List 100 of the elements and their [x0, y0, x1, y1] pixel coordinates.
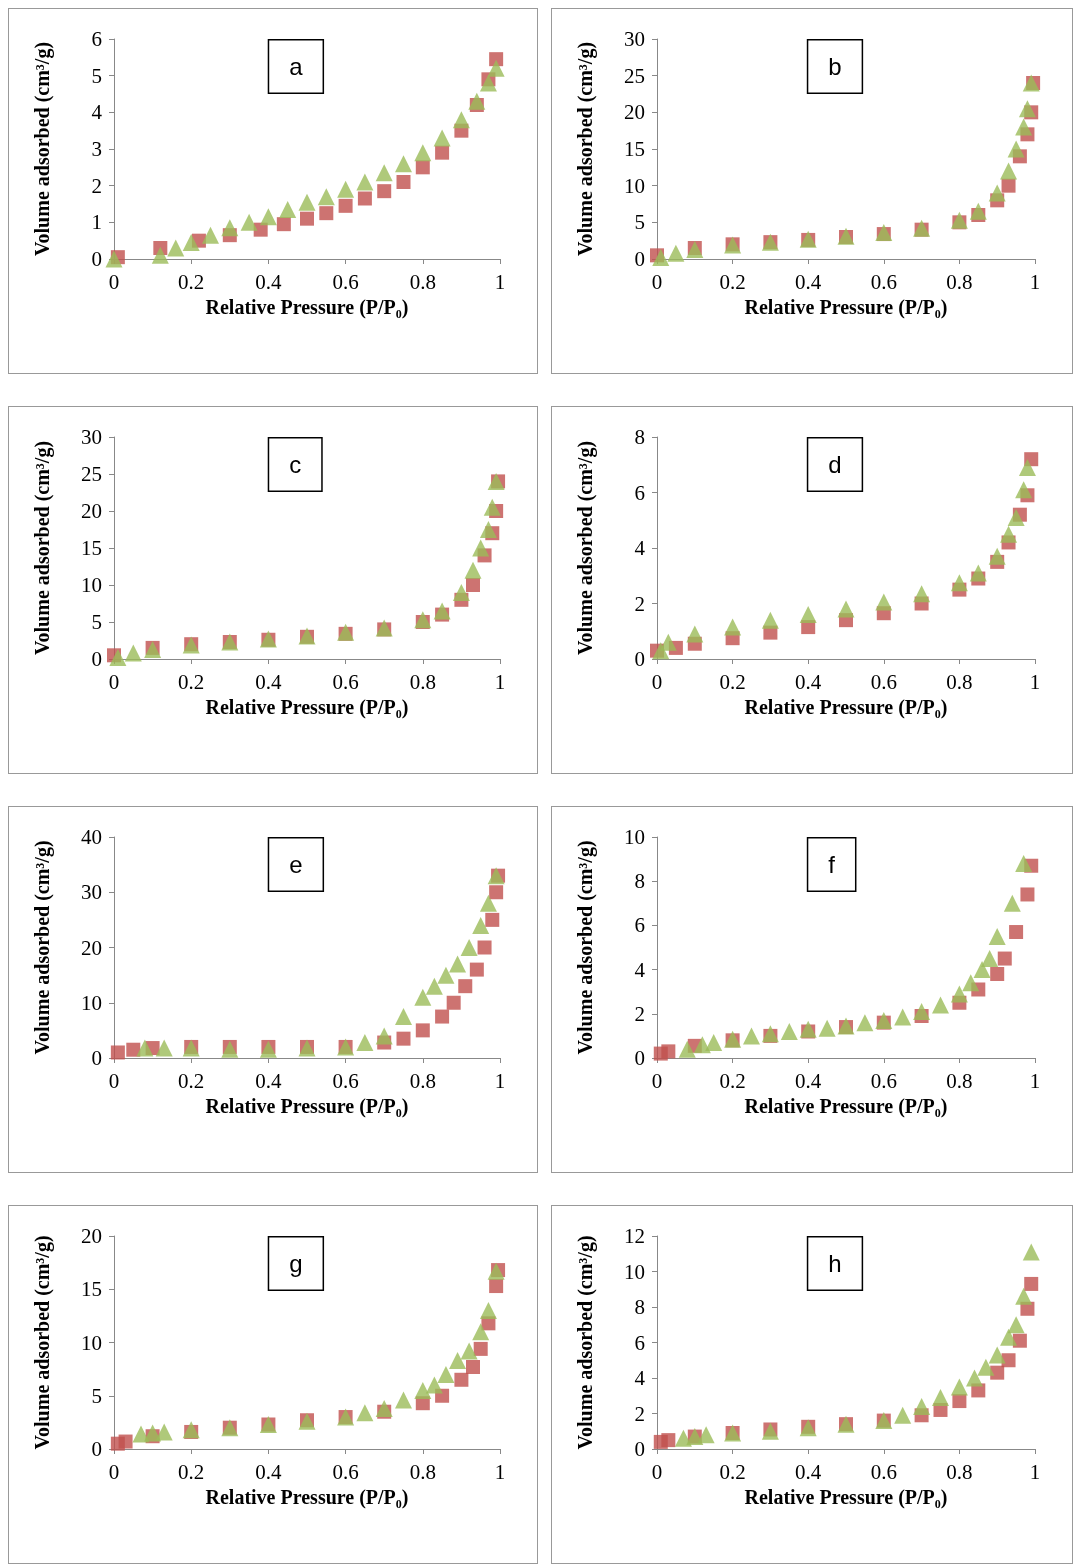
- y-axis-title: Volume adsorbed (cm³/g): [31, 1235, 54, 1450]
- x-tick-label: 0.2: [719, 269, 746, 294]
- annotation: a: [289, 53, 304, 80]
- y-tick-label: 20: [81, 935, 102, 960]
- x-axis-title: Relative Pressure (P/P₀): [205, 1095, 409, 1118]
- y-axis-title: Volume adsorbed (cm³/g): [574, 41, 597, 257]
- x-tick-label: 0.2: [719, 1459, 746, 1484]
- y-tick-label: 15: [81, 536, 102, 560]
- x-tick-label: 1: [1029, 269, 1041, 294]
- x-tick-label: 0: [108, 669, 120, 694]
- y-tick-label: 2: [634, 1001, 645, 1026]
- annotation: e: [289, 851, 303, 878]
- x-tick-label: 0.6: [332, 1459, 359, 1484]
- y-tick-label: 4: [634, 957, 646, 982]
- x-tick-label: 0.6: [332, 1068, 359, 1093]
- x-tick-label: 0: [108, 1459, 120, 1484]
- x-tick-label: 0.2: [719, 1068, 746, 1093]
- x-tick-label: 0.6: [870, 669, 897, 694]
- y-tick-label: 10: [81, 990, 102, 1015]
- annotation: c: [289, 451, 302, 478]
- x-tick-label: 0.4: [255, 269, 283, 294]
- y-tick-label: 30: [81, 425, 102, 449]
- y-tick-label: 5: [91, 1383, 102, 1408]
- y-tick-label: 0: [634, 247, 645, 271]
- annotation: f: [828, 851, 836, 878]
- x-tick-label: 0.8: [409, 669, 436, 694]
- y-tick-label: 1: [91, 210, 102, 235]
- y-tick-label: 4: [634, 536, 646, 560]
- y-tick-label: 6: [634, 480, 645, 505]
- x-tick-label: 0.6: [332, 669, 359, 694]
- x-tick-label: 1: [494, 1068, 506, 1093]
- y-tick-label: 20: [81, 1224, 102, 1248]
- y-tick-label: 5: [634, 210, 645, 235]
- y-tick-label: 20: [624, 100, 645, 125]
- y-tick-label: 10: [81, 573, 102, 597]
- y-tick-label: 0: [91, 647, 102, 671]
- x-axis-title: Relative Pressure (P/P₀): [744, 1095, 948, 1118]
- x-tick-label: 0.8: [409, 1459, 436, 1484]
- x-tick-label: 0.6: [870, 1068, 897, 1093]
- x-tick-label: 1: [494, 1459, 506, 1484]
- y-tick-label: 4: [634, 1366, 646, 1390]
- x-tick-label: 1: [494, 669, 506, 694]
- x-tick-label: 0.2: [178, 1459, 205, 1484]
- y-tick-label: 10: [624, 825, 645, 849]
- x-tick-label: 0: [108, 1068, 120, 1093]
- y-axis-title: Volume adsorbed (cm³/g): [31, 41, 54, 257]
- x-axis-title: Relative Pressure (P/P₀): [744, 296, 948, 319]
- y-tick-label: 3: [91, 137, 102, 161]
- x-tick-label: 0.4: [795, 269, 822, 294]
- annotation: d: [828, 451, 842, 478]
- y-tick-label: 30: [624, 27, 645, 51]
- x-tick-label: 0.4: [795, 1068, 822, 1093]
- x-tick-label: 0: [651, 1459, 663, 1484]
- annotation: b: [828, 53, 842, 80]
- y-tick-label: 15: [81, 1277, 102, 1302]
- y-tick-label: 6: [634, 1330, 645, 1355]
- x-tick-label: 0.8: [946, 1459, 973, 1484]
- annotation: h: [828, 1250, 842, 1277]
- x-tick-label: 0.6: [870, 269, 897, 294]
- y-tick-label: 0: [634, 1437, 645, 1461]
- x-tick-label: 0.8: [409, 269, 436, 294]
- y-tick-label: 20: [81, 499, 102, 523]
- x-tick-label: 0.4: [795, 1459, 822, 1484]
- x-tick-label: 0.2: [178, 269, 205, 294]
- x-tick-label: 0: [651, 269, 663, 294]
- x-tick-label: 0.4: [255, 669, 283, 694]
- y-tick-label: 2: [634, 591, 645, 616]
- x-tick-label: 0.8: [946, 1068, 973, 1093]
- y-tick-label: 40: [81, 825, 102, 849]
- x-tick-label: 0.4: [255, 1459, 283, 1484]
- annotation: g: [289, 1250, 303, 1277]
- x-axis-title: Relative Pressure (P/P₀): [205, 296, 409, 319]
- x-tick-label: 0.4: [255, 1068, 283, 1093]
- x-tick-label: 0.2: [719, 669, 746, 694]
- x-tick-label: 1: [494, 269, 506, 294]
- y-axis-title: Volume adsorbed (cm³/g): [574, 840, 597, 1055]
- x-tick-label: 0.2: [178, 669, 205, 694]
- x-tick-label: 0: [651, 669, 663, 694]
- x-tick-label: 0: [651, 1068, 663, 1093]
- y-axis-title: Volume adsorbed (cm³/g): [574, 1235, 597, 1450]
- y-tick-label: 6: [91, 27, 102, 51]
- x-tick-label: 0: [108, 269, 120, 294]
- y-tick-label: 30: [81, 880, 102, 905]
- y-tick-label: 5: [91, 63, 102, 88]
- y-tick-label: 15: [624, 137, 645, 161]
- x-axis-title: Relative Pressure (P/P₀): [205, 696, 409, 719]
- y-tick-label: 12: [624, 1224, 645, 1248]
- y-tick-label: 10: [81, 1330, 102, 1355]
- y-tick-label: 0: [91, 247, 102, 271]
- y-tick-label: 0: [91, 1046, 102, 1070]
- y-tick-label: 25: [81, 462, 102, 486]
- y-axis-title: Volume adsorbed (cm³/g): [31, 440, 54, 656]
- y-tick-label: 0: [91, 1437, 102, 1461]
- x-tick-label: 1: [1029, 669, 1041, 694]
- x-tick-label: 0.8: [946, 669, 973, 694]
- y-tick-label: 8: [634, 425, 645, 449]
- x-tick-label: 0.6: [332, 269, 359, 294]
- y-tick-label: 8: [634, 1295, 645, 1319]
- x-tick-label: 0.2: [178, 1068, 205, 1093]
- x-axis-title: Relative Pressure (P/P₀): [744, 1486, 948, 1509]
